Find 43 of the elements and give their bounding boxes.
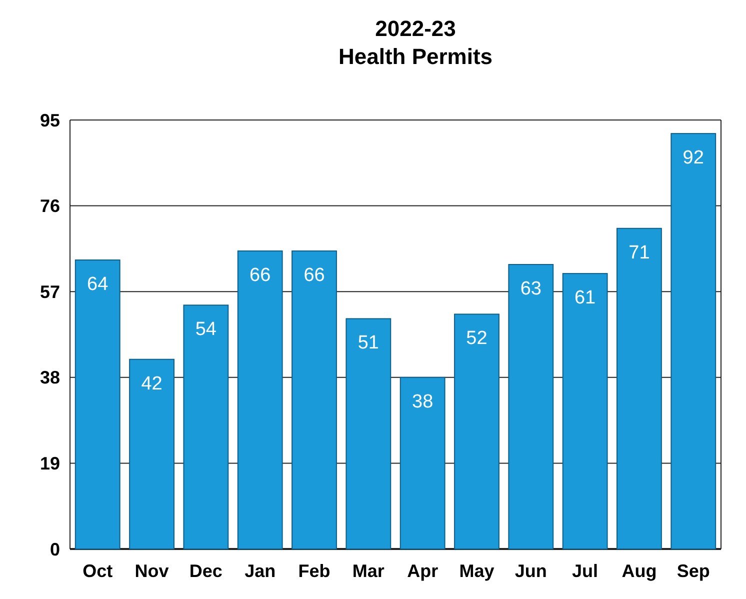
bar <box>237 250 283 550</box>
data-label: 51 <box>358 332 379 354</box>
bar <box>670 133 716 550</box>
x-tick-label: May <box>459 561 494 581</box>
y-tick-label: 76 <box>40 196 60 216</box>
bar <box>183 304 229 550</box>
x-tick-label: Mar <box>352 561 384 581</box>
x-tick-label: Feb <box>298 561 330 581</box>
bar <box>129 358 174 550</box>
x-tick-label: Jun <box>514 561 547 581</box>
bar <box>292 250 337 550</box>
data-label: 52 <box>466 328 488 350</box>
x-tick-label: Jan <box>244 561 276 581</box>
bar <box>400 376 446 550</box>
y-tick-label: 38 <box>40 368 60 388</box>
bar <box>616 228 662 550</box>
data-label: 66 <box>304 264 325 286</box>
data-label: 92 <box>682 148 704 169</box>
data-label: 71 <box>628 242 650 264</box>
bar <box>508 264 554 550</box>
bar <box>454 314 500 550</box>
y-tick-label: 0 <box>50 539 60 560</box>
x-tick-label: Oct <box>82 561 113 581</box>
chart-title: 2022-23 Health Permits <box>338 16 493 69</box>
bar <box>74 259 120 550</box>
data-label: 38 <box>412 391 434 412</box>
x-tick-label: Aug <box>622 561 657 581</box>
data-label: 63 <box>520 278 542 300</box>
bar <box>346 318 392 550</box>
y-tick-label: 95 <box>40 110 60 130</box>
x-tick-label: Apr <box>407 561 438 581</box>
data-label: 61 <box>574 288 596 309</box>
x-tick-label: Nov <box>134 561 169 581</box>
y-tick-label: 57 <box>40 282 60 302</box>
data-label: 66 <box>250 264 271 286</box>
x-tick-label: Dec <box>189 561 222 581</box>
data-label: 54 <box>195 319 217 340</box>
data-label: 42 <box>141 373 162 394</box>
x-tick-label: Sep <box>676 561 710 581</box>
y-tick-label: 19 <box>40 454 60 474</box>
data-label: 64 <box>87 274 109 295</box>
x-tick-label: Jul <box>572 561 598 581</box>
bar <box>562 273 608 550</box>
